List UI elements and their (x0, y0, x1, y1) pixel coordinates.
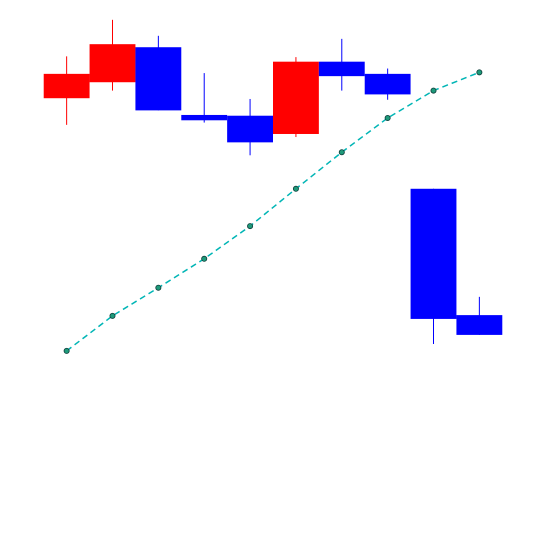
candle-body-3 (135, 47, 182, 111)
candle-body-4 (181, 114, 228, 121)
candle-body-1 (43, 73, 90, 99)
candle-body-5 (227, 115, 273, 143)
candle-body-6 (273, 61, 319, 134)
trend-point-2 (109, 312, 116, 319)
candle-body-7 (318, 61, 365, 77)
candle-body-2 (89, 44, 136, 83)
trend-point-7 (338, 149, 345, 156)
candle-body-9 (410, 188, 457, 319)
trend-point-6 (292, 185, 299, 192)
trend-point-4 (201, 255, 208, 262)
line-layer (63, 69, 483, 354)
trend-point-9 (430, 87, 437, 94)
candle-body-10 (456, 315, 503, 335)
trend-point-3 (155, 284, 162, 291)
candle-body-8 (364, 73, 411, 95)
candles-layer (43, 19, 503, 345)
trend-point-5 (247, 223, 254, 230)
trend-point-10 (476, 69, 483, 76)
trend-point-1 (63, 347, 70, 354)
trend-point-8 (384, 115, 391, 122)
trend-line (66, 71, 480, 352)
